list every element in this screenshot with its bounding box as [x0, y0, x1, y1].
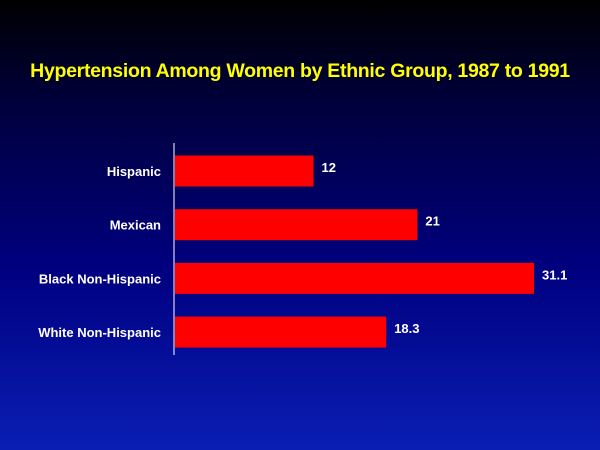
- data-label: 21: [425, 214, 439, 229]
- bar-white-non-hispanic: [175, 316, 387, 348]
- data-label: 12: [322, 160, 336, 175]
- category-label: Black Non-Hispanic: [39, 271, 161, 286]
- bars-group: Hispanic 12 Mexican 21 Black Non-Hispanic 31.…: [38, 155, 567, 348]
- category-label: Hispanic: [107, 164, 161, 179]
- category-label: White Non-Hispanic: [38, 325, 161, 340]
- data-label: 31.1: [542, 267, 567, 282]
- bar-hispanic: [175, 155, 314, 187]
- data-label: 18.3: [394, 321, 419, 336]
- category-label: Mexican: [110, 218, 161, 233]
- bar-mexican: [175, 209, 418, 241]
- chart-title: Hypertension Among Women by Ethnic Group…: [30, 60, 570, 82]
- bar-black-non-hispanic: [175, 262, 534, 294]
